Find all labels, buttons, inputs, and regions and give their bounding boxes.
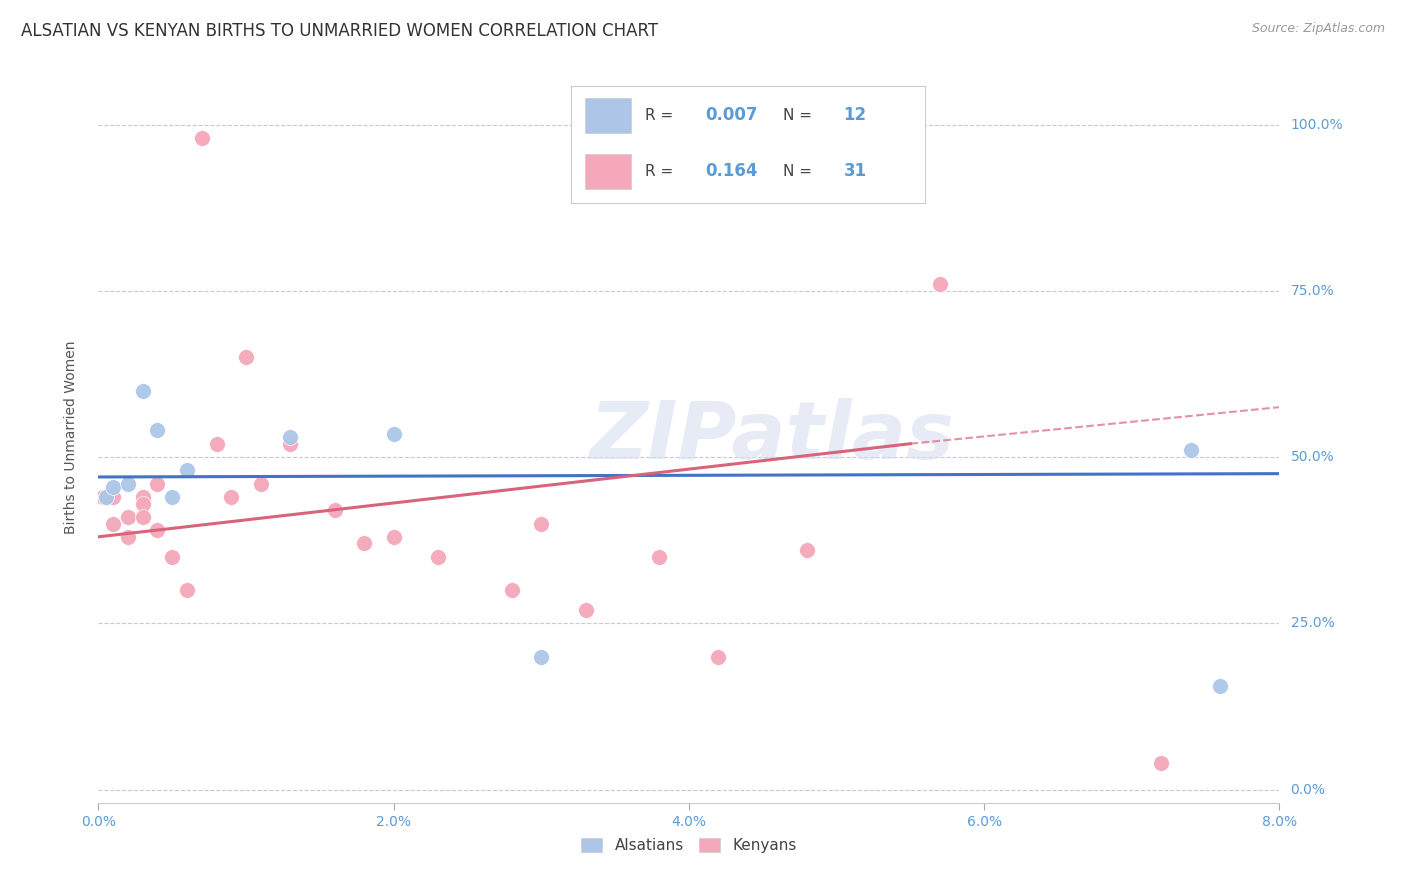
Point [530, 516, 553, 531]
Point [250, 476, 273, 491]
Text: 25.0%: 25.0% [1291, 616, 1334, 631]
Point [132, 497, 155, 511]
Point [132, 384, 155, 398]
Text: 100.0%: 100.0% [1291, 118, 1343, 131]
Point [117, 476, 139, 491]
Point [176, 582, 198, 597]
Text: 75.0%: 75.0% [1291, 284, 1334, 298]
Point [162, 490, 183, 504]
Point [91, 490, 114, 504]
Text: 0.0%: 0.0% [1291, 782, 1326, 797]
Text: 50.0%: 50.0% [1291, 450, 1334, 464]
Point [117, 509, 139, 524]
Point [117, 530, 139, 544]
Point [94, 490, 117, 504]
Point [382, 530, 405, 544]
Point [707, 649, 730, 664]
Point [353, 536, 375, 550]
Point [1150, 756, 1173, 770]
Point [162, 549, 183, 564]
Legend: Alsatians, Kenyans: Alsatians, Kenyans [574, 830, 804, 861]
Point [146, 424, 169, 438]
Y-axis label: Births to Unmarried Women: Births to Unmarried Women [63, 341, 77, 533]
Point [132, 509, 155, 524]
Text: ALSATIAN VS KENYAN BIRTHS TO UNMARRIED WOMEN CORRELATION CHART: ALSATIAN VS KENYAN BIRTHS TO UNMARRIED W… [21, 22, 658, 40]
Point [530, 649, 553, 664]
Point [221, 490, 243, 504]
Point [146, 476, 169, 491]
Point [280, 436, 302, 450]
Point [382, 426, 405, 441]
Point [648, 549, 671, 564]
Point [501, 582, 523, 597]
Point [929, 277, 952, 292]
Point [1209, 680, 1232, 694]
Point [94, 490, 117, 504]
Text: ZIPatlas: ZIPatlas [589, 398, 955, 476]
Point [280, 430, 302, 444]
Point [103, 490, 125, 504]
Point [146, 523, 169, 537]
Point [323, 503, 346, 517]
Point [103, 516, 125, 531]
Point [796, 543, 818, 558]
Point [235, 351, 257, 365]
Point [103, 480, 125, 494]
Point [191, 131, 214, 145]
Point [427, 549, 450, 564]
Point [132, 490, 155, 504]
Text: Source: ZipAtlas.com: Source: ZipAtlas.com [1251, 22, 1385, 36]
Point [176, 463, 198, 477]
Point [575, 603, 598, 617]
Point [1180, 443, 1202, 458]
Point [205, 436, 228, 450]
